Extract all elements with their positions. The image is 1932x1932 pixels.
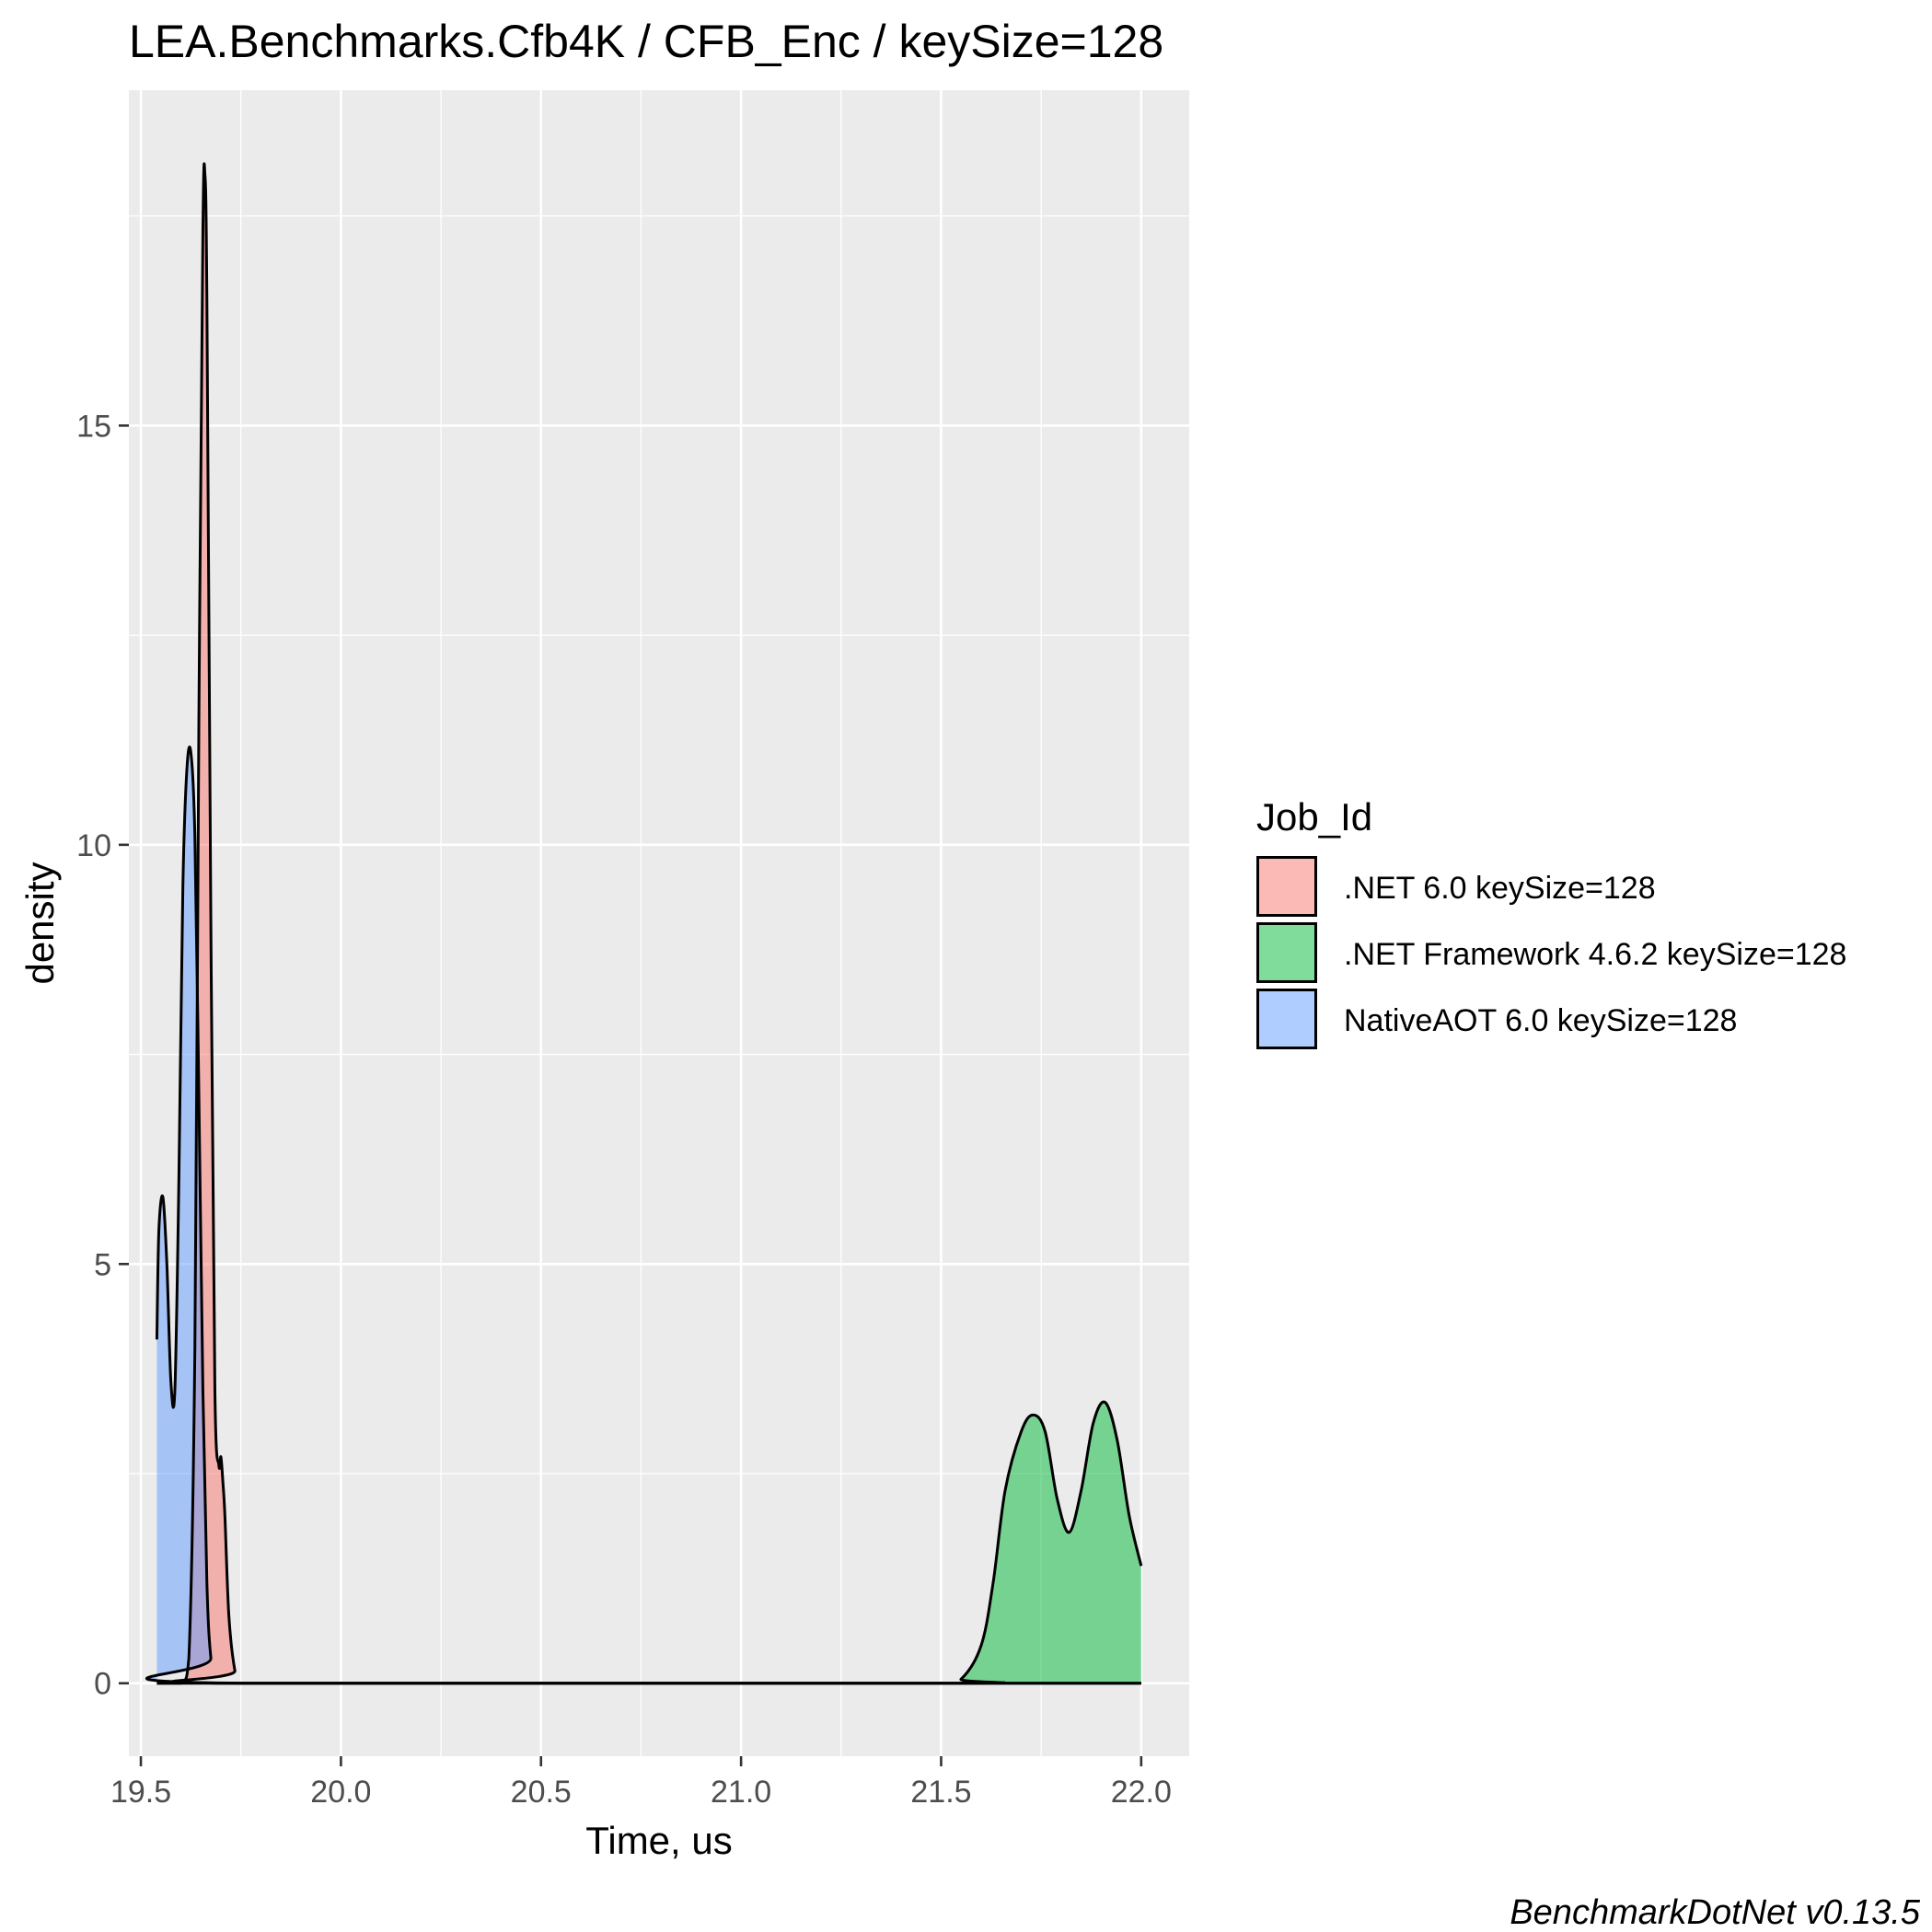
legend-title: Job_Id — [1256, 795, 1372, 839]
x-tick-label: 19.5 — [110, 1775, 171, 1810]
density-line-nativeaot-6-0-keysize-128 — [145, 746, 1141, 1685]
y-tick-label: 5 — [94, 1247, 111, 1282]
x-tick-label: 21.0 — [711, 1775, 771, 1810]
chart-title: LEA.Benchmarks.Cfb4K / CFB_Enc / keySize… — [129, 16, 1163, 67]
legend-label: .NET 6.0 keySize=128 — [1344, 871, 1656, 906]
legend-label: NativeAOT 6.0 keySize=128 — [1344, 1003, 1737, 1038]
y-tick-label: 10 — [76, 828, 111, 863]
legend-label: .NET Framework 4.6.2 keySize=128 — [1344, 937, 1846, 972]
x-tick-label: 22.0 — [1111, 1775, 1172, 1810]
legend-swatch — [1256, 922, 1317, 983]
caption: BenchmarkDotNet v0.13.5 — [1510, 1893, 1921, 1932]
minor-grid — [129, 90, 1189, 1756]
y-tick-label: 0 — [94, 1667, 111, 1702]
density-area-net-framework-4-6-2-keysize-128 — [156, 1402, 1141, 1683]
y-tick-label: 15 — [76, 409, 111, 444]
legend-swatch — [1256, 856, 1317, 917]
y-axis-ticks: 0 5 10 15 — [76, 409, 129, 1702]
x-axis-ticks: 19.5 20.0 20.5 21.0 21.5 22.0 — [110, 1756, 1172, 1810]
legend: .NET 6.0 keySize=128 .NET Framework 4.6.2… — [1256, 856, 1846, 1049]
density-outlines — [145, 162, 1143, 1685]
x-tick-label: 21.5 — [910, 1775, 971, 1810]
density-areas — [146, 163, 1141, 1683]
legend-swatch — [1256, 989, 1317, 1049]
density-line-net-6-0-keysize-128 — [156, 162, 1141, 1685]
y-axis-title: density — [18, 862, 62, 984]
x-axis-title: Time, us — [585, 1819, 732, 1862]
x-tick-label: 20.0 — [310, 1775, 371, 1810]
x-tick-label: 20.5 — [511, 1775, 572, 1810]
